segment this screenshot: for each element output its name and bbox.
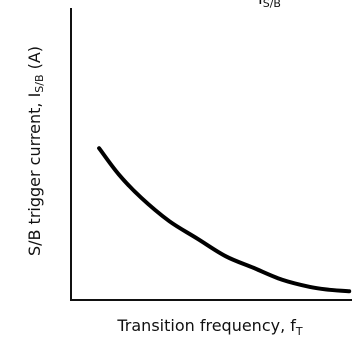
y-axis-label-subscript: S/B bbox=[33, 74, 46, 92]
y-axis-label-main: S/B trigger current, I bbox=[25, 93, 44, 256]
x-axis-label: Transition frequency, fT bbox=[116, 316, 303, 338]
y-axis-label-unit: (A) bbox=[25, 46, 44, 75]
x-axis-label-main: Transition frequency, f bbox=[116, 316, 296, 335]
x-axis-label-subscript: T bbox=[295, 325, 303, 338]
top-label-fragment: IS/B bbox=[258, 0, 281, 10]
y-axis-label: S/B trigger current, IS/B (A) bbox=[25, 46, 46, 256]
top-label-fragment-main: I bbox=[258, 0, 263, 8]
series-curve bbox=[97, 146, 352, 294]
top-label-fragment-subscript: S/B bbox=[263, 0, 281, 10]
